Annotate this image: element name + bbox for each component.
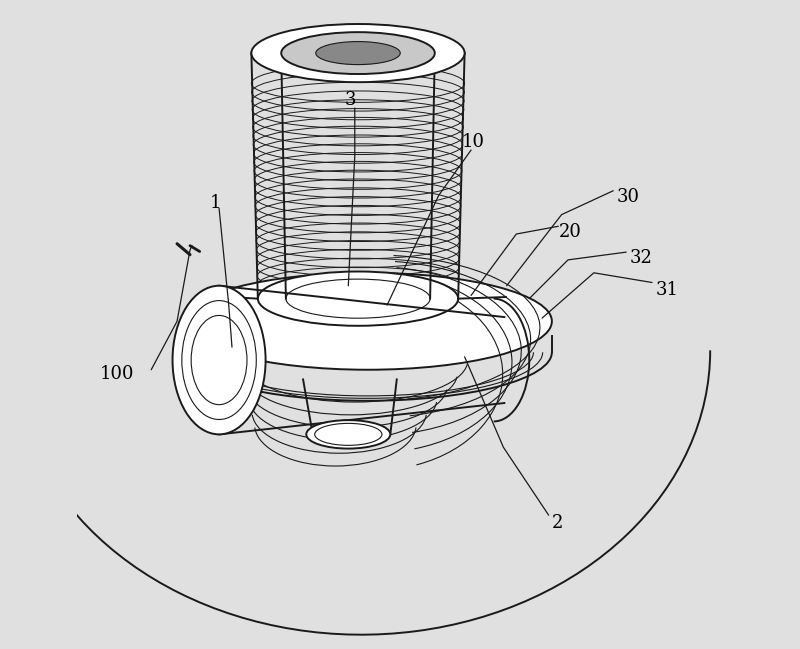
Ellipse shape [173, 286, 266, 434]
Ellipse shape [306, 420, 390, 448]
Text: 10: 10 [462, 133, 484, 151]
Text: 20: 20 [558, 223, 581, 241]
Ellipse shape [282, 32, 434, 74]
Text: 30: 30 [617, 188, 639, 206]
Text: 2: 2 [552, 514, 563, 532]
Ellipse shape [251, 24, 465, 82]
Text: 3: 3 [345, 91, 357, 109]
Text: 32: 32 [630, 249, 652, 267]
Ellipse shape [183, 273, 552, 370]
Text: 31: 31 [655, 282, 678, 299]
Ellipse shape [316, 42, 400, 65]
Text: 1: 1 [210, 194, 221, 212]
Ellipse shape [258, 271, 458, 326]
Text: 100: 100 [99, 365, 134, 384]
